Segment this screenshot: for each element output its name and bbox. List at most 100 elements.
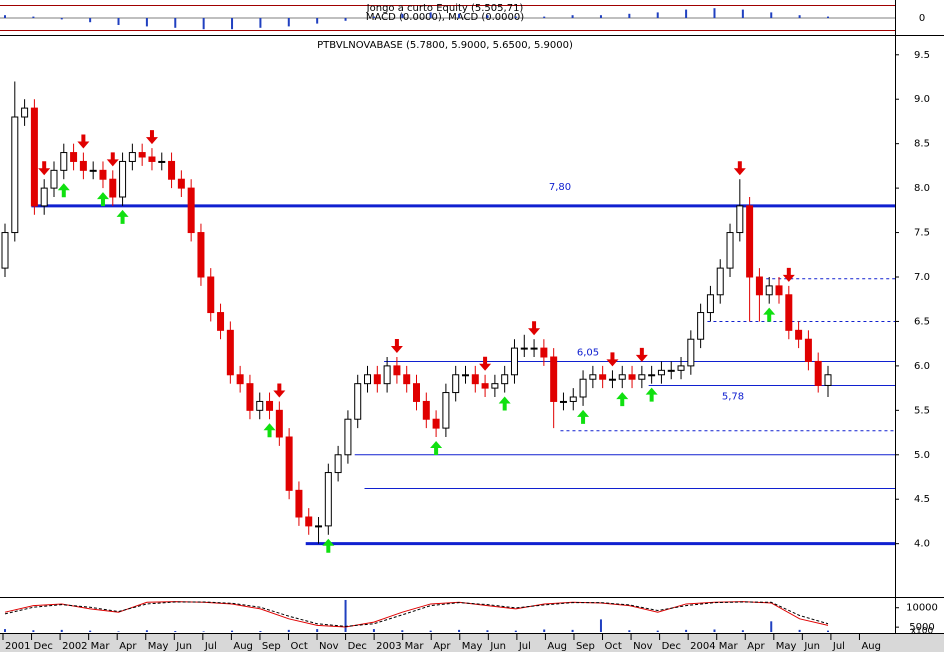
level-label: 7,80 xyxy=(549,182,571,193)
candle-body xyxy=(589,374,597,380)
sell-arrow xyxy=(733,161,746,176)
x-tick-label: Jun xyxy=(175,641,192,652)
x-tick-label: 2004 xyxy=(690,641,715,652)
candle-body xyxy=(510,347,518,376)
y-tick-label: 8.5 xyxy=(914,139,930,150)
macd-bar xyxy=(117,18,120,25)
candle-body xyxy=(158,160,166,163)
y-tick-label: 6.5 xyxy=(914,316,930,327)
oscillator-line xyxy=(4,601,829,628)
x-tick-label: Nov xyxy=(319,641,339,652)
macd-bar xyxy=(514,16,517,18)
oscillator-line xyxy=(4,601,829,627)
x-tick-label: Apr xyxy=(433,641,451,652)
candle-body xyxy=(530,347,538,350)
x-axis-band xyxy=(0,634,944,652)
y-tick-label: 6.0 xyxy=(914,361,930,372)
candle-body xyxy=(305,516,313,527)
candle-body xyxy=(168,160,176,180)
candle-body xyxy=(364,374,372,385)
candle-body xyxy=(128,152,136,162)
macd-bar xyxy=(458,13,461,18)
candle-body xyxy=(559,400,567,403)
candle-body xyxy=(569,396,577,402)
x-tick-label: Sep xyxy=(576,641,595,652)
candle-body xyxy=(119,160,127,198)
candle-body xyxy=(207,276,215,314)
candle-body xyxy=(452,374,460,394)
x-tick-label: Apr xyxy=(747,641,765,652)
x-tick-label: Oct xyxy=(605,641,622,652)
candle-body xyxy=(814,360,822,386)
y-tick-label: 5.5 xyxy=(914,405,930,416)
candle-body xyxy=(697,312,705,340)
candle-body xyxy=(491,383,499,389)
candle-body xyxy=(648,374,656,377)
candle-body xyxy=(706,294,714,314)
macd-bar xyxy=(259,18,262,28)
macd-bar xyxy=(599,15,602,18)
candle-body xyxy=(285,436,293,491)
sell-arrow xyxy=(145,130,158,145)
candle-body xyxy=(99,169,107,180)
y-tick-label: 9.5 xyxy=(914,50,930,61)
candle-body xyxy=(638,374,646,380)
candle-body xyxy=(804,338,812,362)
x-tick-label: May xyxy=(148,641,169,652)
candle-body xyxy=(746,205,754,278)
sell-arrow xyxy=(273,383,286,398)
candle-body xyxy=(275,409,283,438)
candle-body xyxy=(334,454,342,474)
sell-arrow xyxy=(528,321,541,336)
candle-body xyxy=(755,276,763,296)
candle-body xyxy=(726,232,734,269)
macd-bar xyxy=(486,15,489,18)
y-tick-label: 7.0 xyxy=(914,272,930,283)
candle-body xyxy=(30,107,38,207)
macd-bar xyxy=(770,12,773,18)
candle-body xyxy=(677,365,685,371)
buy-arrow xyxy=(763,307,776,322)
candle-body xyxy=(256,400,264,411)
candle-body xyxy=(657,369,665,376)
macd-bar xyxy=(231,18,234,30)
candle-body xyxy=(413,383,420,402)
volume-unit: x100 xyxy=(911,627,934,637)
candle-body xyxy=(266,400,274,411)
candle-body xyxy=(442,392,450,429)
buy-arrow xyxy=(116,209,129,224)
x-tick-label: Mar xyxy=(405,641,425,652)
sell-arrow xyxy=(782,267,795,282)
x-tick-label: Sep xyxy=(262,641,281,652)
macd-bar xyxy=(429,12,432,18)
x-tick-label: Jul xyxy=(832,641,845,652)
candle-body xyxy=(177,178,185,189)
macd-bar xyxy=(60,18,63,20)
candle-body xyxy=(687,338,695,367)
x-tick-label: Mar xyxy=(719,641,739,652)
candle-body xyxy=(736,205,744,234)
x-tick-label: Jun xyxy=(489,641,506,652)
y-tick-label: 10000 xyxy=(906,603,938,614)
candle-body xyxy=(324,472,332,527)
candle-body xyxy=(148,156,156,162)
x-tick-label: Nov xyxy=(633,641,653,652)
candle-body xyxy=(461,374,469,377)
candle-body xyxy=(373,374,381,385)
y-tick-label: 8.0 xyxy=(914,183,930,194)
candle-body xyxy=(70,152,78,162)
x-tick-label: May xyxy=(776,641,797,652)
candle-body xyxy=(11,116,19,234)
candle-body xyxy=(383,365,391,385)
buy-arrow xyxy=(577,409,590,424)
candle-body xyxy=(187,187,195,234)
macd-label: MACD (0.0000), MACD (0.0000) xyxy=(366,12,524,23)
macd-bar xyxy=(571,15,574,18)
buy-arrow xyxy=(96,192,109,207)
macd-bar xyxy=(713,8,716,18)
candle-body xyxy=(501,374,509,385)
macd-bar xyxy=(32,16,35,18)
macd-bar xyxy=(145,18,148,27)
